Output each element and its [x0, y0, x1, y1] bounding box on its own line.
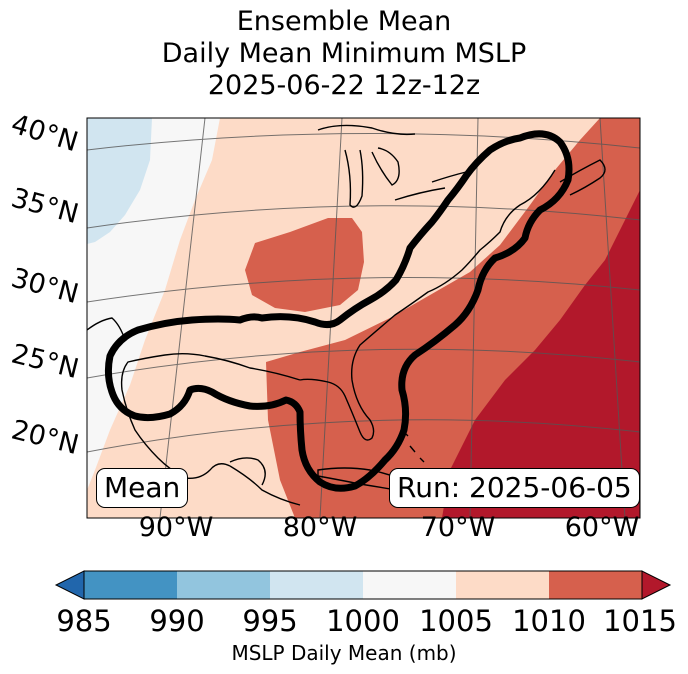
pressure-fill-above-1015 — [442, 190, 640, 518]
colorbar-label: MSLP Daily Mean (mb) — [231, 641, 457, 665]
colorbar-seg-985-990 — [84, 571, 177, 599]
pressure-fill-1010-1015-interior — [245, 218, 364, 312]
colorbar-seg-1005-1010 — [456, 571, 549, 599]
colorbar-seg-990-995 — [177, 571, 270, 599]
title-line-2: Daily Mean Minimum MSLP — [161, 38, 527, 69]
graticule — [87, 118, 640, 518]
map-panel — [87, 118, 640, 518]
mean-box-label: Mean — [96, 468, 189, 508]
colorbar-seg-1010-1015 — [549, 571, 642, 599]
run-box-label: Run: 2025-06-05 — [389, 468, 640, 508]
colorbar-tick-1010: 1010 — [512, 604, 586, 638]
pressure-contour-outline — [104, 130, 573, 492]
colorbar-tick-990: 990 — [149, 604, 205, 638]
colorbar-over-arrow — [641, 570, 672, 600]
colorbar-under-arrow — [54, 570, 85, 600]
title-line-1: Ensemble Mean — [236, 6, 452, 37]
pressure-fill-995-1000 — [87, 118, 152, 244]
lon-label-70: 70°W — [420, 512, 496, 543]
lon-label-80: 80°W — [282, 512, 358, 543]
colorbar — [54, 570, 672, 600]
colorbar-tick-1015: 1015 — [603, 604, 677, 638]
colorbar-seg-1000-1005 — [363, 571, 456, 599]
colorbar-tick-1000: 1000 — [326, 604, 400, 638]
colorbar-tick-995: 995 — [242, 604, 298, 638]
colorbar-tick-985: 985 — [56, 604, 112, 638]
lon-label-90: 90°W — [138, 512, 214, 543]
lon-label-60: 60°W — [564, 512, 640, 543]
title-line-3: 2025-06-22 12z-12z — [207, 70, 481, 101]
colorbar-frame — [83, 570, 643, 600]
map-frame — [86, 117, 641, 519]
colorbar-seg-995-1000 — [270, 571, 363, 599]
colorbar-tick-1005: 1005 — [419, 604, 493, 638]
